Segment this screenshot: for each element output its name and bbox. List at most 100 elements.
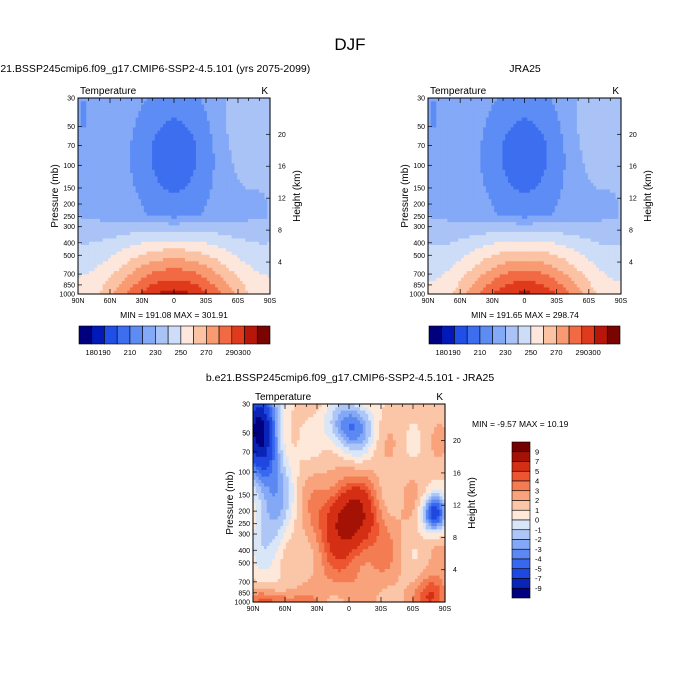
contour-cell: [149, 160, 153, 164]
contour-cell: [88, 124, 93, 128]
contour-cell: [163, 166, 167, 171]
contour-cell: [176, 98, 181, 102]
contour-cell: [239, 163, 244, 168]
contour-cell: [209, 130, 213, 135]
contour-cell: [86, 182, 90, 187]
contour-cell: [206, 130, 211, 135]
units-label: K: [261, 86, 268, 97]
panel-title: b.e21.BSSP245cmip6.f09_g17.CMIP6-SSP2-4.…: [0, 63, 310, 75]
contour-cell: [121, 140, 126, 145]
contour-cell: [206, 166, 211, 171]
contour-cell: [204, 101, 208, 106]
contour-cell: [226, 140, 230, 145]
contour-cell: [83, 124, 87, 128]
contour-cell: [259, 124, 263, 128]
contour-cell: [264, 117, 268, 122]
contour-cell: [160, 150, 164, 155]
colorbar-box: [116, 325, 131, 345]
contour-cell: [119, 182, 123, 187]
contour-cell: [141, 173, 145, 177]
contour-cell: [228, 137, 233, 142]
contour-cell: [184, 98, 189, 102]
contour-cell: [184, 156, 189, 161]
contour-cell: [187, 124, 192, 128]
contour-cell: [242, 98, 246, 102]
contour-cell: [176, 140, 181, 145]
contour-cell: [204, 173, 208, 177]
contour-cell: [201, 143, 205, 148]
contour-cell: [256, 176, 260, 181]
contour-cell: [267, 98, 271, 102]
contour-cell: [113, 179, 117, 184]
contour-cell: [176, 163, 181, 168]
contour-cell: [179, 101, 183, 106]
contour-cell: [195, 127, 200, 132]
contour-cell: [256, 160, 260, 164]
contour-cell: [78, 120, 82, 125]
contour-cell: [245, 176, 249, 181]
contour-cell: [146, 114, 150, 119]
contour-cell: [91, 137, 96, 142]
contour-cell: [261, 101, 266, 106]
contour-cell: [135, 160, 139, 164]
contour-cell: [102, 160, 107, 164]
contour-cell: [83, 153, 87, 158]
contour-cell: [187, 130, 192, 135]
contour-cell: [198, 101, 203, 106]
contour-cell: [193, 156, 197, 161]
contour-cell: [163, 130, 167, 135]
contour-cell: [86, 117, 90, 122]
contour-cell: [113, 153, 117, 158]
contour-cell: [239, 137, 244, 142]
contour-cell: [143, 143, 148, 148]
contour-cell: [83, 182, 87, 187]
contour-cell: [209, 182, 213, 187]
contour-cell: [116, 101, 120, 106]
contour-cell: [157, 173, 161, 177]
contour-cell: [201, 160, 205, 164]
contour-cell: [223, 140, 227, 145]
contour-cell: [121, 153, 126, 158]
contour-cell: [94, 163, 98, 168]
contour-cell: [78, 114, 82, 119]
contour-cell: [108, 143, 112, 148]
contour-cell: [259, 179, 263, 184]
contour-cell: [220, 173, 224, 177]
contour-cell: [165, 133, 170, 138]
contour-cell: [245, 124, 249, 128]
contour-cell: [88, 137, 93, 142]
contour-cell: [78, 166, 82, 171]
contour-cell: [245, 133, 249, 138]
contour-cell: [190, 107, 194, 112]
contour-cell: [220, 127, 224, 132]
contour-cell: [94, 143, 98, 148]
contour-cell: [231, 163, 235, 168]
contour-cell: [226, 160, 230, 164]
contour-cell: [184, 143, 189, 148]
contour-cell: [105, 156, 109, 161]
contour-cell: [168, 111, 172, 115]
contour-cell: [245, 153, 249, 158]
contour-cell: [223, 117, 227, 122]
contour-cell: [215, 182, 219, 187]
contour-cell: [264, 133, 268, 138]
contour-cell: [204, 147, 208, 151]
contour-cell: [174, 140, 178, 145]
contour-cell: [259, 182, 263, 187]
contour-cell: [234, 133, 238, 138]
contour-cell: [160, 111, 164, 115]
contour-cell: [248, 147, 252, 151]
contour-cell: [102, 179, 107, 184]
contour-cell: [228, 160, 233, 164]
contour-cell: [256, 169, 260, 174]
contour-cell: [157, 176, 161, 181]
contour-cell: [198, 133, 203, 138]
contour-cell: [127, 182, 131, 187]
contour-cell: [97, 182, 101, 187]
contour-cell: [83, 147, 87, 151]
contour-cell: [195, 176, 200, 181]
contour-cell: [245, 160, 249, 164]
contour-cell: [259, 169, 263, 174]
contour-cell: [209, 140, 213, 145]
contour-cell: [204, 176, 208, 181]
